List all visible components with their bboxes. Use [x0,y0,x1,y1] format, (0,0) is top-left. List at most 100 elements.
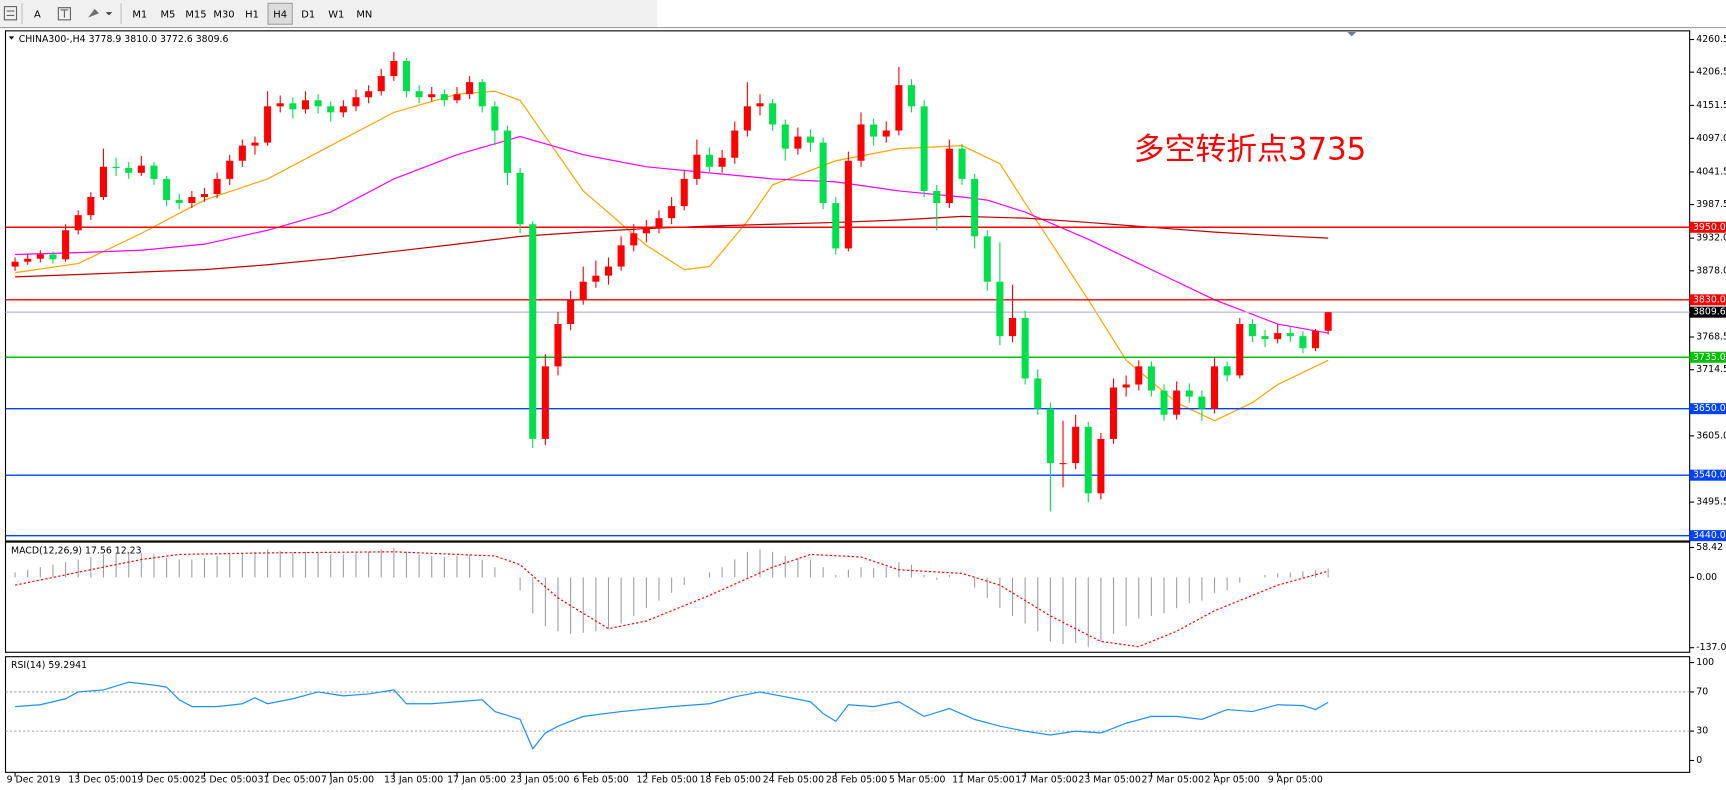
timeframe-button[interactable]: M1 [132,9,147,20]
candle-body [226,160,234,179]
candle-body [1122,384,1130,388]
x-tick-label: 24 Feb 05:00 [763,775,824,786]
x-tick-label: 23 Jan 05:00 [510,775,569,786]
timeframe-button[interactable]: H1 [245,9,259,20]
candle-body [188,197,196,204]
candle-body [996,281,1004,337]
candle-body [1008,317,1017,337]
candle-body [1286,333,1294,337]
candle-body [491,106,499,131]
candle-body [668,206,676,219]
objects-menu[interactable] [88,8,113,18]
candle-body [1034,378,1042,409]
candle-body [301,100,309,110]
candle-body [251,142,259,146]
annotation: 多空转折点3735 [1134,131,1366,167]
timeframe-button[interactable]: M30 [213,9,234,20]
candle-body [971,178,979,237]
candle-body [150,165,158,179]
candle-body [1324,312,1332,331]
candle-body [327,106,335,113]
candle-body [175,200,183,204]
level-label: 3950.0 [1693,222,1726,233]
candle-body [1046,408,1054,464]
indicator-line [14,551,1329,648]
candle-body [579,281,587,300]
y-tick-label: 58.42 [1696,542,1723,553]
x-tick-label: 17 Mar 05:00 [1015,775,1078,786]
candle-body [1173,390,1181,415]
candle-body [1236,324,1244,376]
timeframe-button[interactable]: W1 [328,9,344,20]
timeframe-button[interactable]: H4 [273,9,287,20]
y-tick-label: 30 [1696,726,1708,737]
x-tick-label: 19 Dec 05:00 [131,775,194,786]
candle-body [882,130,890,137]
candle-body [339,106,347,113]
candle-body [264,106,272,143]
candle-body [541,366,549,439]
x-tick-label: 11 Mar 05:00 [952,775,1015,786]
candle-body [870,124,878,137]
candle-body [163,178,171,201]
candle-body [1084,426,1092,494]
level-label-bg [1689,403,1726,415]
candle-body [62,230,70,260]
candle-body [554,324,562,367]
x-tick-label: 28 Feb 05:00 [826,775,887,786]
x-tick-label: 13 Dec 05:00 [68,775,131,786]
x-tick-label: 9 Apr 05:00 [1268,775,1323,786]
indicator-line [14,90,1329,422]
candle-body [1097,438,1105,494]
candle-body [680,178,688,207]
candle-body [857,124,865,161]
y-tick-label: 3768.5 [1696,332,1726,343]
candle-body [1072,426,1080,464]
x-tick-label: 6 Feb 05:00 [573,775,628,786]
candle-body [390,60,398,77]
candle-body [276,103,284,107]
candle-body [453,94,461,101]
candle-body [238,145,246,161]
timeframe-button[interactable]: D1 [301,9,315,20]
y-tick-label: 3714.5 [1696,364,1726,375]
candle-body [945,148,953,204]
candle-body [933,190,941,204]
candle-body [1021,317,1029,379]
crosshair-icon[interactable] [3,6,18,21]
candle-body [819,142,827,204]
label-tool[interactable] [57,7,71,21]
level-label-bg [1689,351,1726,363]
shift-marker[interactable] [1347,31,1357,37]
level-label: 3809.6 [1693,307,1726,318]
candle-body [1299,336,1307,349]
candle-body [112,166,120,169]
timeframe-button[interactable]: M15 [185,9,206,20]
level-label: 3830.0 [1693,294,1726,305]
candle-body [630,233,638,246]
candle-body [705,154,714,167]
candle-body [655,218,663,228]
candle-body [731,130,739,158]
y-tick-label: 100 [1696,657,1714,668]
x-tick-label: 9 Dec 2019 [7,775,61,786]
text-tool[interactable]: A [34,9,41,20]
level-label-bg [1689,530,1726,542]
x-tick-label: 7 Jan 05:00 [321,775,374,786]
x-tick-label: 17 Jan 05:00 [447,775,506,786]
timeframe-button[interactable]: MN [356,9,372,20]
macd-frame [4,541,1691,653]
timeframe-button[interactable]: M5 [160,9,175,20]
x-tick-label: 23 Mar 05:00 [1078,775,1141,786]
x-tick-label: 25 Dec 05:00 [195,775,258,786]
candle-body [1248,324,1256,337]
candle-body [415,91,423,98]
title-arrow [8,36,15,40]
candle-body [137,165,145,173]
level-label-bg [1689,294,1726,306]
candle-body [769,103,777,125]
timeframes: M1 M5 M15 M30 H1 H4 D1 W1 MN [132,2,372,25]
y-tick-label: 0.00 [1696,572,1717,583]
y-tick-label: 0 [1696,755,1702,766]
